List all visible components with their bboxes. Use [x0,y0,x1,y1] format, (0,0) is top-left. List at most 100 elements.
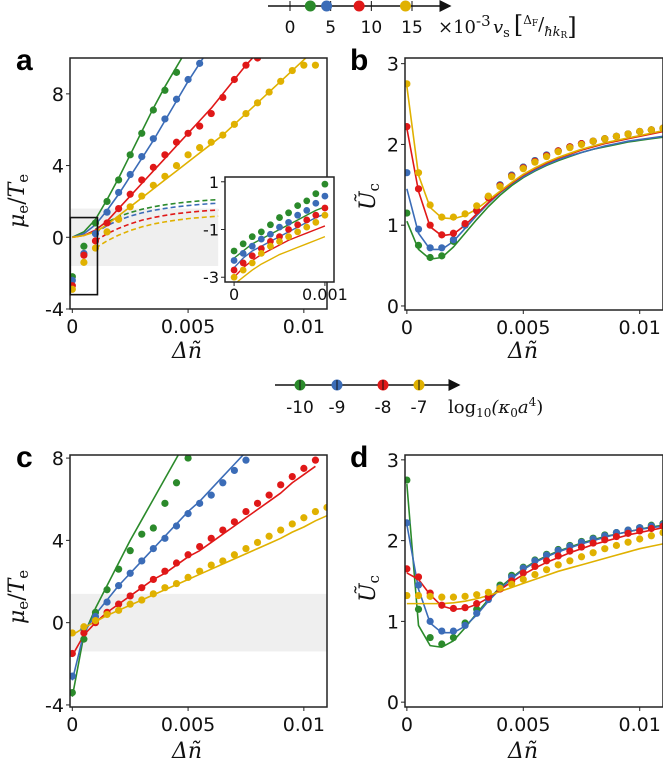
data-point-yellow [426,592,434,600]
data-point-green [161,499,169,507]
data-point-green [230,247,238,255]
data-point-red [253,58,262,62]
data-point-red [103,219,111,227]
data-point-yellow [253,538,262,547]
plot-area [230,180,329,282]
data-point-red [438,231,446,239]
data-point-yellow [230,551,238,559]
data-point-yellow [312,218,320,226]
data-point-yellow [265,532,273,540]
x-tick-label: 0 [66,714,78,736]
panel-d: 0 0.005 0.01 0 1 2 3 [387,450,663,736]
data-point-yellow [473,202,481,210]
data-point-red [624,529,632,537]
data-point-green [172,479,181,487]
data-point-red [519,569,527,577]
legend-kappa-label: log10(κ0a4) [448,395,543,420]
data-point-red [242,507,250,516]
data-point-yellow [601,135,609,143]
data-point-green [267,221,274,229]
data-point-yellow [321,211,329,219]
y-tick-label: -4 [45,299,64,321]
data-point-yellow [277,77,285,85]
data-point-yellow [484,192,492,200]
data-point-yellow [636,535,644,543]
data-point-yellow [542,152,551,161]
data-point-green [126,547,134,555]
x-tick-label: 0 [66,316,78,338]
data-point-red [294,221,302,229]
data-point-red [138,176,146,184]
data-point-blue [126,170,134,179]
legend-variable-label: vs [ΔF/ħkR] [493,11,577,41]
data-point-yellow [207,138,215,146]
y-tick-label: 4 [52,530,64,552]
legend-velocity: ×10-3 vs [ΔF/ħkR] 0 5 10 15 [268,0,577,41]
data-point-green [161,86,169,94]
data-point-red [414,573,423,581]
data-point-blue [70,672,76,680]
data-point-yellow [589,549,597,557]
fit-line-green [71,455,180,697]
data-point-yellow [577,553,586,561]
legend-tick-label: 15 [401,18,423,38]
data-point-blue [542,551,551,559]
data-point-blue [531,557,539,565]
data-point-yellow [248,259,256,267]
panel-label-d: d [350,441,368,474]
plot-area [70,455,327,697]
y-tick-label: 0 [387,296,399,318]
data-point-blue [426,617,434,625]
fit-line-yellow [406,543,663,605]
data-point-yellow [323,503,327,512]
data-point-yellow [612,132,621,140]
y-axis-label-a: μe/Te [5,174,32,228]
data-point-red [172,559,181,567]
data-point-blue [161,115,169,123]
data-point-yellow [239,266,247,274]
data-point-blue [196,499,204,507]
data-point-green [115,176,123,184]
data-point-yellow [636,127,644,136]
x-axis-label-b: Δñ [507,339,538,364]
data-point-yellow [70,285,76,293]
data-point-blue [230,466,238,475]
data-point-blue [126,569,134,577]
data-point-yellow [405,80,411,88]
data-point-green [405,476,411,484]
data-point-blue [184,510,192,518]
data-point-yellow [414,591,423,600]
fit-line-yellow [406,86,663,220]
data-point-blue [172,95,181,103]
data-point-red [405,123,411,131]
data-point-red [601,536,609,544]
data-point-red [276,233,283,241]
data-point-yellow [161,584,169,592]
data-point-yellow [300,61,308,69]
data-point-green [239,240,247,248]
legend-tick-label: 5 [325,18,336,38]
data-point-red [473,600,481,608]
legend-dot-yellow [399,0,411,12]
data-point-red [300,464,308,472]
data-point-yellow [624,538,632,546]
data-point-yellow [115,606,123,614]
data-point-yellow [414,169,423,177]
data-point-yellow [242,109,250,118]
y-tick-label: 3 [387,54,399,76]
plot-area [405,80,663,262]
y-tick-label: 2 [387,134,399,156]
data-point-green [80,635,88,643]
y-tick-label: 2 [387,531,399,553]
data-point-green [438,640,446,648]
legend-dot-blue [321,0,333,12]
data-point-yellow [647,126,655,134]
data-point-blue [276,223,283,231]
legend-tick-label: 10 [361,18,383,38]
data-point-blue [438,627,446,635]
data-point-yellow [70,629,76,637]
data-point-yellow [300,514,308,522]
data-point-yellow [426,201,434,209]
data-point-green [257,228,265,236]
